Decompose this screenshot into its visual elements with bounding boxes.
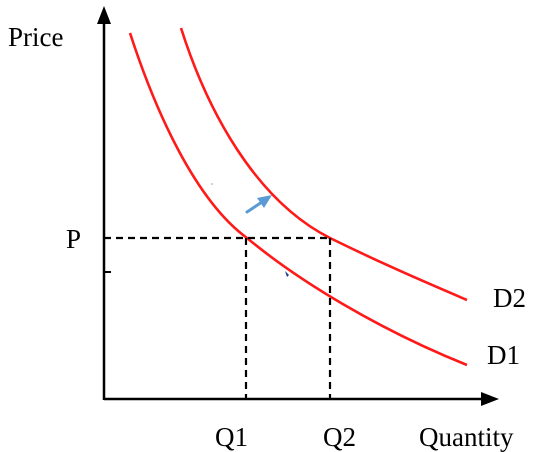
curve-d1-label: D1 [487,340,520,370]
price-label: P [66,224,81,254]
stray-dot [211,183,213,185]
axes [97,6,499,406]
demand-curve-d2 [179,27,468,302]
demand-curve-d1 [128,32,468,367]
q1-label: Q1 [215,422,248,452]
q2-label: Q2 [323,422,356,452]
curve-d2-label: D2 [493,283,526,313]
guide-lines [104,236,332,399]
shift-arrow [245,195,272,214]
y-axis-label: Price [8,22,63,52]
stray-mark [285,271,289,277]
x-axis-arrowhead [481,392,499,406]
y-axis-arrowhead [97,6,111,24]
x-axis-label: Quantity [419,422,514,452]
